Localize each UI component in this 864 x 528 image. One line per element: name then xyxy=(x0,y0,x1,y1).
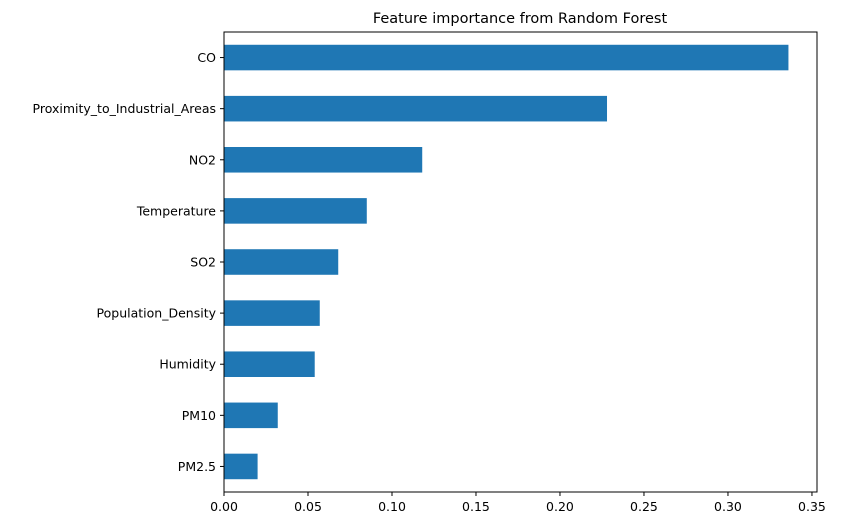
x-tick-label: 0.25 xyxy=(630,499,658,514)
y-tick-label: NO2 xyxy=(189,152,216,167)
y-axis: PM2.5 PM10 Humidity Population_Density SO2 Te… xyxy=(33,50,224,474)
bar-temperature xyxy=(224,198,367,224)
bar-pm2-5 xyxy=(224,453,258,480)
bar-co xyxy=(224,44,789,71)
bar-humidity xyxy=(224,351,315,377)
bar-population-density xyxy=(224,300,320,326)
chart-title: Feature importance from Random Forest xyxy=(373,11,668,27)
y-tick-label: Temperature xyxy=(136,203,216,218)
x-tick-label: 0.00 xyxy=(210,499,238,514)
y-tick-label: PM10 xyxy=(182,408,216,423)
x-axis: 0.00 0.05 0.10 0.15 0.20 0.25 0.30 0.35 xyxy=(210,492,826,514)
bar-so2 xyxy=(224,249,339,275)
y-tick-label: CO xyxy=(197,50,216,65)
bar-proximity-to-industrial-areas xyxy=(224,95,608,122)
y-tick-label: Humidity xyxy=(159,357,216,372)
y-tick-label: SO2 xyxy=(190,255,216,270)
y-tick-label: PM2.5 xyxy=(178,459,216,474)
bars-group xyxy=(224,44,789,480)
x-tick-label: 0.30 xyxy=(714,499,742,514)
bar-pm10 xyxy=(224,402,278,429)
y-tick-label: Proximity_to_Industrial_Areas xyxy=(33,101,216,116)
x-tick-label: 0.35 xyxy=(798,499,826,514)
bar-no2 xyxy=(224,147,423,173)
plot-frame xyxy=(223,31,818,493)
x-tick-label: 0.10 xyxy=(378,499,406,514)
x-tick-label: 0.15 xyxy=(462,499,490,514)
x-tick-label: 0.05 xyxy=(294,499,322,514)
y-tick-label: Population_Density xyxy=(97,306,217,321)
x-tick-label: 0.20 xyxy=(546,499,574,514)
